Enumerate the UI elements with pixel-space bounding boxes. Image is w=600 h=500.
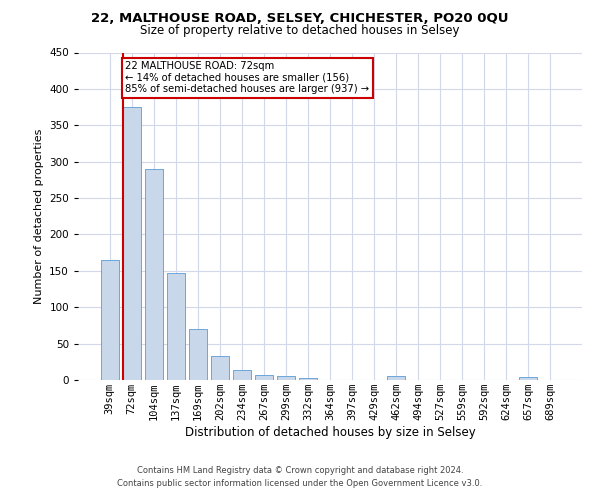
Bar <box>299 378 317 380</box>
Bar <box>233 370 251 380</box>
Text: 22 MALTHOUSE ROAD: 72sqm
← 14% of detached houses are smaller (156)
85% of semi-: 22 MALTHOUSE ROAD: 72sqm ← 14% of detach… <box>125 61 369 94</box>
Bar <box>520 377 537 380</box>
Text: Contains HM Land Registry data © Crown copyright and database right 2024.
Contai: Contains HM Land Registry data © Crown c… <box>118 466 482 487</box>
Text: Size of property relative to detached houses in Selsey: Size of property relative to detached ho… <box>140 24 460 37</box>
Bar <box>277 376 295 380</box>
Y-axis label: Number of detached properties: Number of detached properties <box>34 128 44 304</box>
Bar <box>101 260 119 380</box>
Bar <box>211 356 229 380</box>
X-axis label: Distribution of detached houses by size in Selsey: Distribution of detached houses by size … <box>185 426 475 439</box>
Text: 22, MALTHOUSE ROAD, SELSEY, CHICHESTER, PO20 0QU: 22, MALTHOUSE ROAD, SELSEY, CHICHESTER, … <box>91 12 509 26</box>
Bar <box>123 107 140 380</box>
Bar <box>145 169 163 380</box>
Bar <box>387 376 405 380</box>
Bar <box>189 329 206 380</box>
Bar <box>167 273 185 380</box>
Bar <box>255 375 273 380</box>
